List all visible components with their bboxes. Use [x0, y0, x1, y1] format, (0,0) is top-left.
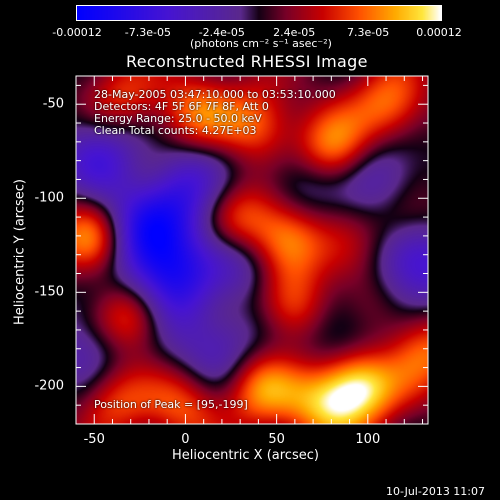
- colorbar-tick-label: -2.4e-05: [198, 26, 245, 39]
- y-tick-label: -50: [42, 96, 64, 112]
- colorbar-tick-label: 2.4e-05: [273, 26, 316, 39]
- colorbar-tick-label: -0.00012: [52, 26, 102, 39]
- time-range-annotation: 28-May-2005 03:47:10.000 to 03:53:10.000: [94, 88, 336, 101]
- colorbar-tick-label: 7.3e-05: [346, 26, 390, 39]
- y-tick-label: -150: [34, 284, 64, 300]
- colorbar-unit-label: (photons cm⁻² s⁻¹ asec⁻²): [190, 37, 332, 50]
- colorbar-tick-label: -7.3e-05: [124, 26, 171, 39]
- detectors-annotation: Detectors: 4F 5F 6F 7F 8F, Att 0: [94, 100, 269, 113]
- clean-counts-annotation: Clean Total counts: 4.27E+03: [94, 124, 257, 137]
- peak-position-annotation: Position of Peak = [95,-199]: [94, 398, 248, 411]
- colorbar: [76, 5, 442, 21]
- y-tick-label: -100: [34, 190, 64, 206]
- y-tick-label: -200: [34, 378, 64, 394]
- x-tick-label: -50: [83, 432, 105, 447]
- plot-border: [75, 75, 429, 425]
- energy-range-annotation: Energy Range: 25.0 - 50.0 keV: [94, 112, 262, 125]
- x-axis-label: Heliocentric X (arcsec): [172, 448, 319, 463]
- y-axis-label: Heliocentric Y (arcsec): [12, 179, 28, 325]
- colorbar-tick-label: 0.00012: [416, 26, 462, 39]
- x-tick-label: 100: [355, 432, 381, 447]
- x-tick-label: 50: [268, 432, 285, 447]
- chart-title: Reconstructed RHESSI Image: [126, 52, 368, 71]
- timestamp: 10-Jul-2013 11:07: [386, 485, 486, 498]
- heatmap-image: [76, 76, 428, 424]
- x-tick-label: 0: [181, 432, 190, 447]
